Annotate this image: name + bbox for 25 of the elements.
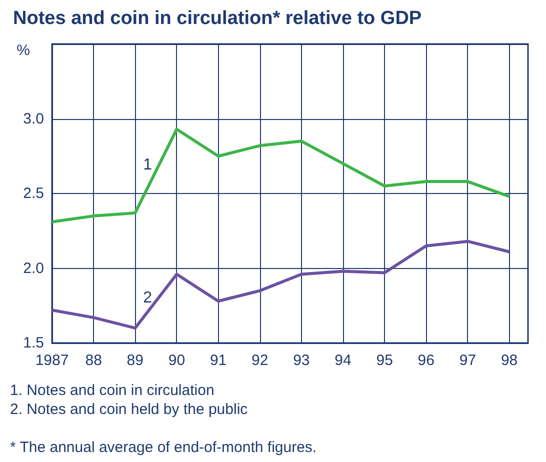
line-series [50,240,511,330]
x-tick-label: 89 [126,352,144,369]
x-tick-label: 97 [459,352,476,369]
x-tick-label: 94 [334,352,352,369]
x-tick-label: 93 [293,352,310,369]
series-label: 1 [143,156,152,174]
line-series [50,128,511,224]
y-tick-label: 3.0 [23,110,44,128]
x-tick-label: 88 [85,352,102,369]
x-tick-label: 95 [376,352,393,369]
x-tick-label: 92 [252,352,268,369]
y-axis-title: % [16,42,30,59]
y-tick-label: 2.0 [23,260,44,277]
text: 2. Notes and coin held by the public [10,401,248,418]
text: * The annual average of end-of-month figures. [10,439,317,456]
y-tick-label: 2.5 [23,185,44,202]
chart-title: Notes and coin in circulation* relative to GDP [13,8,422,29]
series-label: 2 [143,290,152,307]
x-tick-label: 98 [500,352,518,369]
text: 1. Notes and coin in circulation [10,382,214,399]
y-tick-label: 1.5 [23,334,44,352]
x-tick-label: 91 [210,352,227,369]
x-tick-label: 96 [418,352,434,369]
x-tick-label: 1987 [35,352,69,369]
x-tick-label: 90 [168,352,186,369]
